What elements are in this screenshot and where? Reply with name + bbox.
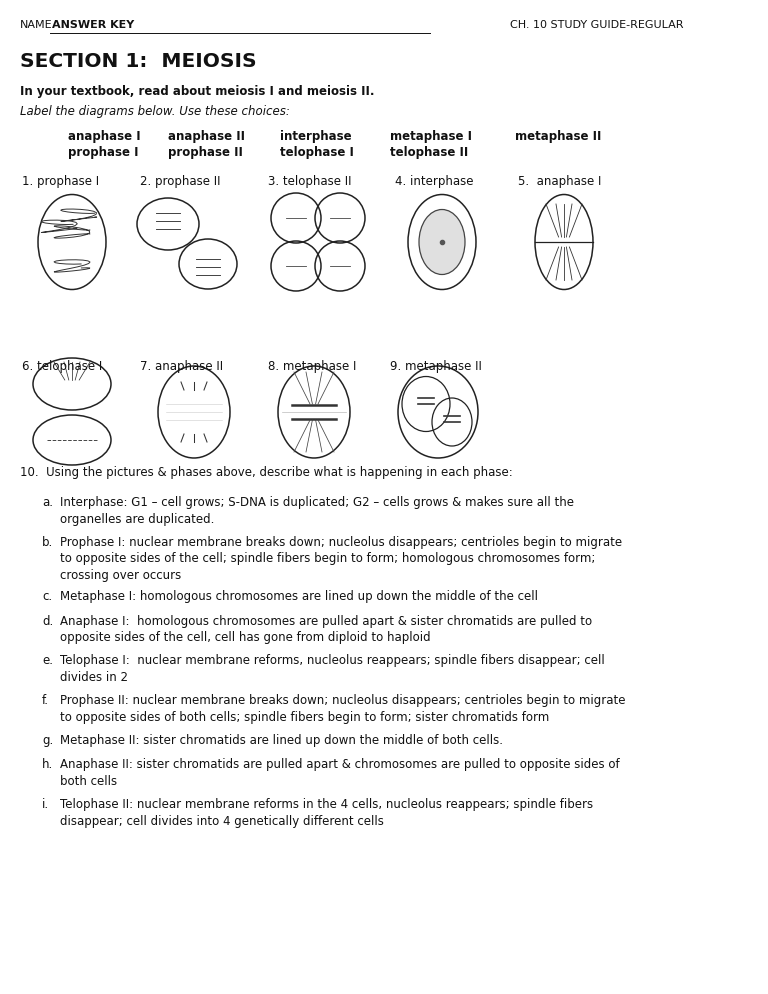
Text: interphase: interphase [280,130,352,143]
Text: 8. metaphase I: 8. metaphase I [268,360,356,373]
Text: 3. telophase II: 3. telophase II [268,175,352,188]
Text: In your textbook, read about meiosis I and meiosis II.: In your textbook, read about meiosis I a… [20,85,375,98]
Text: anaphase II: anaphase II [168,130,245,143]
Text: prophase I: prophase I [68,146,138,159]
Text: Metaphase I: homologous chromosomes are lined up down the middle of the cell: Metaphase I: homologous chromosomes are … [60,590,538,603]
Text: 1. prophase I: 1. prophase I [22,175,99,188]
Text: NAME: NAME [20,20,53,30]
Text: g.: g. [42,734,53,746]
Text: 5.  anaphase I: 5. anaphase I [518,175,601,188]
Text: 2. prophase II: 2. prophase II [140,175,220,188]
Text: Anaphase I:  homologous chromosomes are pulled apart & sister chromatids are pul: Anaphase I: homologous chromosomes are p… [60,615,592,644]
Text: Prophase I: nuclear membrane breaks down; nucleolus disappears; centrioles begin: Prophase I: nuclear membrane breaks down… [60,536,622,581]
Text: metaphase I: metaphase I [390,130,472,143]
Text: telophase II: telophase II [390,146,468,159]
Text: h.: h. [42,758,53,771]
Text: ANSWER KEY: ANSWER KEY [52,20,134,30]
Text: prophase II: prophase II [168,146,243,159]
Text: telophase I: telophase I [280,146,354,159]
Ellipse shape [419,210,465,274]
Text: Prophase II: nuclear membrane breaks down; nucleolus disappears; centrioles begi: Prophase II: nuclear membrane breaks dow… [60,694,625,724]
Text: Telophase II: nuclear membrane reforms in the 4 cells, nucleolus reappears; spin: Telophase II: nuclear membrane reforms i… [60,798,593,827]
Text: Telophase I:  nuclear membrane reforms, nucleolus reappears; spindle fibers disa: Telophase I: nuclear membrane reforms, n… [60,654,604,684]
Text: c.: c. [42,590,52,603]
Text: Interphase: G1 – cell grows; S-DNA is duplicated; G2 – cells grows & makes sure : Interphase: G1 – cell grows; S-DNA is du… [60,496,574,526]
Text: anaphase I: anaphase I [68,130,141,143]
Text: 10.  Using the pictures & phases above, describe what is happening in each phase: 10. Using the pictures & phases above, d… [20,466,513,479]
Text: Label the diagrams below. Use these choices:: Label the diagrams below. Use these choi… [20,105,290,118]
Text: metaphase II: metaphase II [515,130,601,143]
Text: i.: i. [42,798,49,811]
Text: Metaphase II: sister chromatids are lined up down the middle of both cells.: Metaphase II: sister chromatids are line… [60,734,503,746]
Text: 4. interphase: 4. interphase [395,175,474,188]
Text: a.: a. [42,496,53,509]
Text: 9. metaphase II: 9. metaphase II [390,360,482,373]
Text: d.: d. [42,615,53,628]
Text: 7. anaphase II: 7. anaphase II [140,360,223,373]
Text: e.: e. [42,654,53,667]
Text: f.: f. [42,694,49,707]
Text: b.: b. [42,536,53,549]
Text: CH. 10 STUDY GUIDE-REGULAR: CH. 10 STUDY GUIDE-REGULAR [510,20,684,30]
Text: Anaphase II: sister chromatids are pulled apart & chromosomes are pulled to oppo: Anaphase II: sister chromatids are pulle… [60,758,620,788]
Text: 6. telophase I: 6. telophase I [22,360,102,373]
Text: SECTION 1:  MEIOSIS: SECTION 1: MEIOSIS [20,52,257,71]
